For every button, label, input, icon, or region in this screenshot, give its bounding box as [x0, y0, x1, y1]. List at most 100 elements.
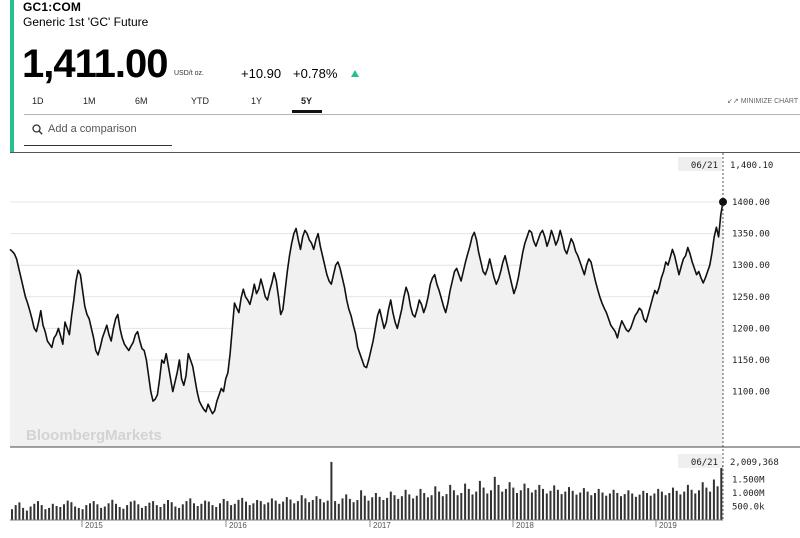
volume-bar	[404, 489, 407, 520]
x-tick-label: 2015	[85, 521, 103, 530]
volume-bar	[189, 498, 192, 520]
volume-bar	[29, 506, 32, 520]
volume-bar	[508, 482, 511, 520]
volume-bar	[319, 498, 322, 520]
volume-bars	[11, 461, 723, 521]
volume-bar	[649, 495, 652, 520]
volume-bar	[478, 480, 481, 520]
volume-bar	[129, 501, 132, 520]
volume-bar	[96, 504, 99, 520]
y-tick-label: 1200.00	[732, 324, 770, 334]
volume-bar	[672, 487, 674, 520]
volume-bar	[523, 483, 526, 520]
volume-bar	[646, 493, 648, 520]
volume-bar	[100, 507, 103, 520]
tab-1y[interactable]: 1Y	[251, 96, 263, 106]
y-tick-label: 1250.00	[732, 293, 770, 303]
volume-bar	[37, 501, 39, 520]
volume-bar	[141, 507, 143, 520]
volume-bar	[85, 505, 88, 520]
volume-bar	[330, 461, 333, 520]
volume-crosshair-value: 2,009,368	[730, 458, 779, 468]
volume-bar	[452, 490, 455, 520]
volume-bar	[25, 510, 28, 520]
volume-bar	[564, 491, 567, 520]
volume-bar	[59, 507, 62, 520]
price-y-axis: 1100.00 1150.00 1200.00 1250.00 1300.00 1350.…	[732, 198, 770, 398]
volume-bar	[315, 496, 318, 520]
comparison-search	[24, 119, 172, 146]
tab-6m[interactable]: 6M	[135, 96, 148, 106]
volume-bar	[300, 495, 303, 520]
volume-bar	[170, 502, 173, 520]
volume-bar	[382, 500, 385, 520]
volume-bar	[475, 491, 478, 520]
volume-y-axis: 500.0k 1.000M 1.500M	[732, 476, 765, 513]
volume-bar	[222, 498, 225, 520]
volume-bar	[334, 501, 337, 520]
volume-bar	[668, 493, 671, 520]
volume-bar	[282, 501, 285, 520]
minimize-icon: ↙↗	[727, 98, 739, 105]
volume-bar	[534, 489, 537, 520]
volume-bar	[653, 493, 656, 520]
volume-bar	[493, 476, 496, 520]
volume-bar	[657, 488, 660, 520]
volume-bar	[356, 500, 359, 520]
volume-bar	[326, 500, 329, 520]
volume-bar	[482, 487, 485, 520]
active-tab-indicator	[292, 110, 322, 113]
volume-bar	[605, 495, 608, 520]
tab-ytd[interactable]: YTD	[191, 96, 209, 106]
tab-1d[interactable]: 1D	[32, 96, 44, 106]
y-tick-label: 1300.00	[732, 261, 770, 271]
volume-bar	[74, 506, 77, 520]
volume-crosshair-label: 06/21 2,009,368	[678, 454, 779, 468]
volume-bar	[40, 505, 43, 520]
price-change: +10.90	[241, 66, 282, 81]
volume-bar	[694, 493, 697, 520]
volume-bar	[230, 505, 233, 520]
minimize-chart-button[interactable]: ↙↗ MINIMIZE CHART	[727, 97, 798, 105]
volume-bar	[371, 497, 374, 520]
last-price-marker	[719, 197, 727, 206]
volume-tick-label: 500.0k	[732, 503, 765, 513]
volume-bar	[63, 504, 65, 520]
volume-bar	[590, 495, 593, 520]
volume-bar	[423, 493, 426, 520]
volume-bar	[352, 502, 355, 520]
x-tick-label: 2017	[373, 521, 391, 530]
volume-bar	[568, 487, 570, 520]
tabs-divider	[24, 114, 800, 115]
volume-bar	[11, 509, 13, 520]
volume-bar	[712, 479, 715, 520]
bloomberg-watermark: BloombergMarkets	[26, 427, 162, 444]
volume-bar	[579, 492, 582, 520]
tab-5y[interactable]: 5Y	[301, 96, 313, 106]
volume-bar	[293, 503, 296, 520]
volume-bar	[148, 502, 151, 520]
volume-bar	[163, 503, 166, 520]
volume-bar	[542, 488, 544, 520]
volume-bar	[601, 492, 604, 520]
volume-bar	[527, 488, 530, 520]
volume-bar	[311, 500, 314, 520]
volume-bar	[215, 507, 218, 520]
volume-bar	[471, 494, 474, 520]
volume-bar	[22, 507, 25, 520]
comparison-search-input[interactable]	[48, 123, 170, 135]
volume-bar	[248, 505, 251, 520]
volume-bar	[538, 484, 541, 520]
volume-bar	[341, 498, 344, 520]
volume-bar	[137, 504, 140, 520]
tab-1m[interactable]: 1M	[83, 96, 96, 106]
volume-bar	[270, 498, 273, 520]
chart-top-divider	[10, 152, 800, 153]
volume-tick-label: 1.500M	[732, 476, 765, 486]
volume-bar	[638, 494, 641, 520]
volume-bar	[709, 491, 712, 520]
volume-bar	[634, 496, 637, 520]
up-arrow-icon	[351, 70, 359, 77]
volume-bar	[698, 490, 700, 520]
volume-bar	[18, 502, 21, 520]
